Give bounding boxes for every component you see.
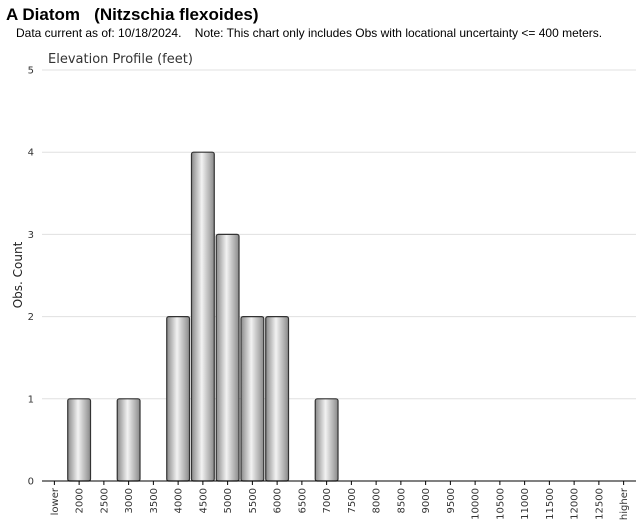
x-tick-label: 7000 xyxy=(322,488,333,513)
bar-4500 xyxy=(190,151,215,482)
chart-title: Elevation Profile (feet) xyxy=(48,52,193,67)
x-tick-label: 9500 xyxy=(446,488,457,513)
x-tick-label: 11000 xyxy=(520,488,531,520)
y-tick-label: 5 xyxy=(28,66,34,77)
x-tick-label: 6500 xyxy=(297,488,308,513)
x-tick-labels: lower 2000 2500 3000 3500 4000 4500 5000 5500 600… xyxy=(50,487,630,520)
y-tick-label: 3 xyxy=(28,230,34,241)
bar-2000 xyxy=(67,398,92,482)
x-tick-label: 3500 xyxy=(149,488,160,513)
bar-7000 xyxy=(314,398,339,482)
y-tick-labels: 0 1 2 3 4 5 xyxy=(28,66,34,488)
bar-3000 xyxy=(116,398,141,482)
axes xyxy=(42,480,636,485)
x-tick-label: 4500 xyxy=(198,488,209,513)
x-tick-label: 10000 xyxy=(471,488,482,520)
page-subtitle: Data current as of: 10/18/2024. Note: Th… xyxy=(16,26,603,40)
y-axis-label: Obs. Count xyxy=(11,241,25,308)
bar-5000 xyxy=(215,233,240,482)
y-tick-label: 0 xyxy=(28,477,34,488)
y-tick-label: 4 xyxy=(28,148,34,159)
x-tick-label: 2500 xyxy=(99,488,110,513)
bar-5500 xyxy=(240,316,265,482)
x-tick-label: 5500 xyxy=(248,488,259,513)
x-tick-label: 10500 xyxy=(495,488,506,520)
x-tick-label: 12000 xyxy=(570,488,581,520)
x-tick-label: 3000 xyxy=(124,488,135,513)
x-tick-label: lower xyxy=(50,487,61,515)
x-tick-label: 12500 xyxy=(594,488,605,520)
x-tick-label: 4000 xyxy=(174,488,185,513)
bar-6000 xyxy=(265,316,290,482)
x-tick-label: 6000 xyxy=(273,488,284,513)
x-tick-label: 5000 xyxy=(223,488,234,513)
x-tick-label: 9000 xyxy=(421,488,432,513)
x-tick-label: 8000 xyxy=(372,488,383,513)
y-tick-label: 1 xyxy=(28,394,34,405)
x-tick-label: 8500 xyxy=(396,488,407,513)
page-title: A Diatom (Nitzschia flexoides) xyxy=(6,5,259,24)
x-tick-label: 11500 xyxy=(545,488,556,520)
x-tick-label: 2000 xyxy=(75,488,86,513)
bar-4000 xyxy=(166,316,191,482)
x-tick-label: higher xyxy=(619,487,630,520)
y-tick-label: 2 xyxy=(28,312,34,323)
x-tick-label: 7500 xyxy=(347,488,358,513)
gridlines xyxy=(42,69,636,400)
